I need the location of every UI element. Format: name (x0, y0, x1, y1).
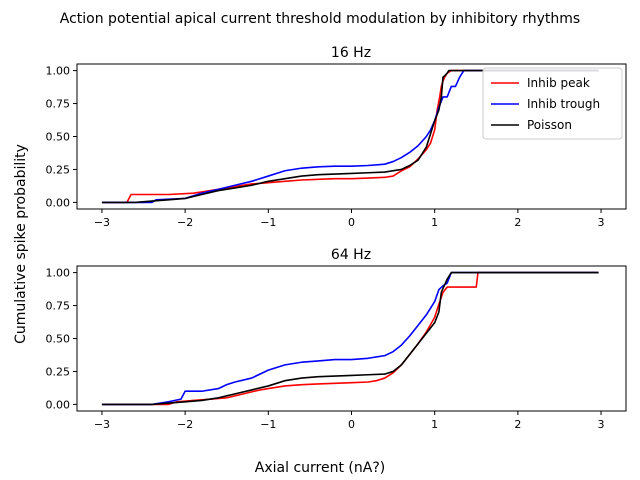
subplot-64hz-xtick-label: 1 (431, 418, 438, 431)
legend-label-inhib-trough: Inhib trough (527, 97, 600, 111)
subplot-64hz-xtick-label: 0 (348, 418, 355, 431)
subplot-16hz-ticks: −3 −2 −1 0 1 2 3 0.00 0.25 0.50 0.75 1.00 (46, 65, 605, 229)
figure-ylabel: Cumulative spike probability (13, 144, 29, 344)
subplot-16hz-frame (76, 63, 627, 210)
subplot-title-64hz: 64 Hz (331, 247, 371, 263)
subplot-64hz-ytick-label: 0.25 (46, 365, 71, 378)
subplot-16hz-xtick-label: −1 (260, 216, 276, 229)
subplot-64hz-ytick-label: 0.00 (46, 398, 71, 411)
subplot-16hz-ytick-label: 0.25 (46, 163, 71, 176)
series-line-inhib-trough-16hz (101, 69, 599, 204)
legend-label-poisson: Poisson (527, 118, 572, 132)
subplot-64hz-ytick-label: 0.75 (46, 300, 71, 313)
subplot-64hz-xtick-label: −3 (94, 418, 110, 431)
subplot-16hz-ytick-label: 1.00 (46, 65, 71, 78)
subplot-16hz-xtick-label: 3 (598, 216, 605, 229)
legend: Inhib peak Inhib trough Poisson (482, 67, 623, 140)
subplot-16hz-xtick-label: −3 (94, 216, 110, 229)
legend-box (482, 67, 623, 140)
series-line-poisson-64hz (101, 271, 599, 406)
subplot-16hz-ytick-label: 0.50 (46, 131, 71, 144)
subplot-64hz-xtick-label: 3 (598, 418, 605, 431)
subplot-16hz-xtick-label: 0 (348, 216, 355, 229)
subplot-16hz-xtick-label: −2 (177, 216, 193, 229)
subplot-64hz-xtick-label: −2 (177, 418, 193, 431)
subplot-16hz: 16 Hz −3 −2 −1 0 1 2 3 0.00 0.25 0.50 0.75 1.00 Inh… (46, 45, 627, 229)
subplot-16hz-ytick-label: 0.75 (46, 98, 71, 111)
subplot-64hz-ytick-label: 0.50 (46, 333, 71, 346)
subplot-64hz-lines (101, 271, 599, 406)
subplot-16hz-xtick-label: 1 (431, 216, 438, 229)
subplot-64hz-xtick-label: 2 (514, 418, 521, 431)
subplot-64hz-ytick-label: 1.00 (46, 267, 71, 280)
subplot-16hz-lines (101, 69, 599, 204)
subplot-64hz-frame (76, 265, 627, 412)
subplot-title-16hz: 16 Hz (331, 45, 371, 61)
figure-suptitle: Action potential apical current threshol… (60, 11, 580, 27)
subplot-16hz-xtick-label: 2 (514, 216, 521, 229)
subplot-64hz-xtick-label: −1 (260, 418, 276, 431)
series-line-inhib-peak-64hz (101, 271, 599, 406)
subplot-16hz-ytick-label: 0.00 (46, 196, 71, 209)
subplot-64hz-ticks: −3 −2 −1 0 1 2 3 0.00 0.25 0.50 0.75 1.00 (46, 267, 605, 431)
subplot-64hz: 64 Hz −3 −2 −1 0 1 2 3 0.00 0.25 0.50 0.75 1.00 (46, 247, 627, 431)
figure-xlabel: Axial current (nA?) (255, 460, 385, 476)
legend-label-inhib-peak: Inhib peak (527, 76, 590, 90)
series-line-poisson-16hz (101, 69, 599, 204)
